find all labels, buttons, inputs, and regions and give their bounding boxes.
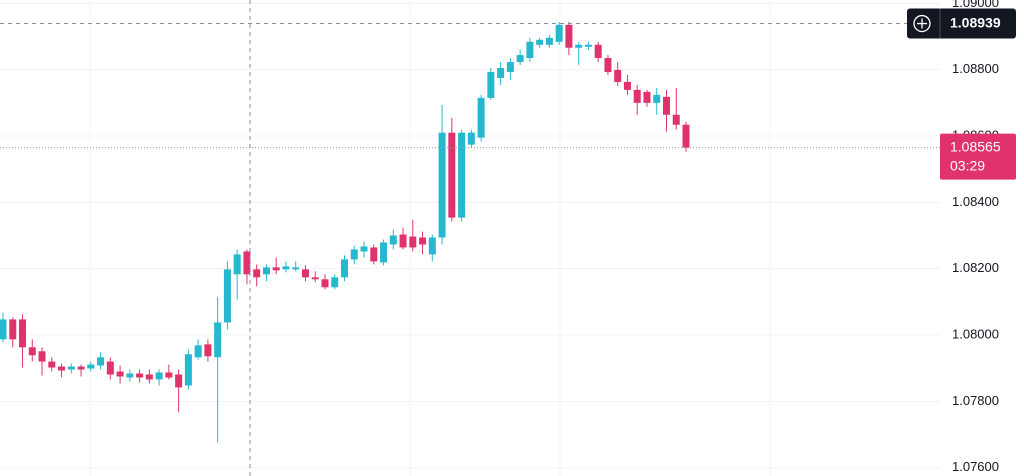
candles (0, 21, 690, 443)
candle-body (653, 94, 661, 103)
candle-body (370, 247, 378, 262)
candle-body (643, 91, 651, 103)
last-price-label: 1.08565 (950, 138, 1001, 154)
y-tick-label: 1.08200 (952, 260, 999, 275)
candle-body (516, 55, 524, 63)
candle-body (360, 246, 368, 252)
candle-body (204, 344, 212, 357)
candle-body (477, 97, 485, 138)
candle-body (116, 371, 124, 377)
candle-body (292, 267, 300, 270)
candle-body (682, 124, 690, 148)
candle-body (106, 361, 114, 375)
candle-body (48, 361, 56, 368)
candle-body (633, 89, 641, 103)
candle-body (38, 351, 46, 362)
candle-body (175, 374, 183, 388)
candle-body (594, 44, 602, 59)
time-grid (89, 0, 771, 476)
candle-body (604, 58, 612, 72)
y-tick-label: 1.07600 (952, 459, 999, 474)
y-tick-label: 1.07800 (952, 393, 999, 408)
candle-body (419, 237, 427, 245)
candle-body (350, 249, 358, 260)
candle-body (623, 81, 631, 90)
candle-body (565, 24, 573, 48)
candle-body (399, 234, 407, 248)
overlay: 1.08565 03:29 1.08939 (0, 8, 1016, 180)
candle-body (301, 269, 309, 278)
candle-body (184, 354, 192, 386)
candle-body (526, 41, 534, 59)
y-tick-label: 1.09000 (952, 0, 999, 10)
candle-body (341, 259, 348, 278)
candle-body (58, 366, 66, 371)
candle-body (389, 235, 397, 245)
candle-body (555, 24, 563, 42)
candle-body (67, 366, 75, 370)
candle-body (262, 267, 270, 275)
candle-body (282, 266, 290, 270)
candle-body (321, 279, 329, 288)
candle-body (380, 242, 388, 263)
candle-body (467, 132, 475, 145)
candle-body (672, 114, 680, 125)
candle-body (497, 68, 505, 78)
candle-body (233, 254, 241, 275)
candle-body (487, 71, 495, 98)
candle-body (311, 277, 319, 280)
candle-body (272, 267, 280, 271)
candle-body (409, 236, 417, 248)
candle-body (9, 319, 17, 340)
crosshair-price-label: 1.08939 (950, 14, 1001, 30)
candle-body (214, 322, 222, 358)
add-alert-icon (913, 14, 931, 33)
last-price-box (940, 133, 1016, 180)
candle-body (87, 364, 95, 369)
candle-body (536, 39, 544, 45)
candle-body (97, 357, 105, 366)
candle-body (448, 132, 456, 218)
candle-body (506, 62, 514, 72)
candle-body (77, 366, 85, 370)
candle-body (136, 373, 144, 378)
candle-body (126, 373, 134, 378)
y-tick-label: 1.08400 (952, 194, 999, 209)
candle-body (253, 269, 261, 278)
crosshair-price-box (907, 8, 1016, 39)
candle-body (165, 372, 173, 378)
candle-body (331, 277, 339, 288)
candle-body (19, 319, 27, 348)
countdown-label: 03:29 (950, 157, 985, 173)
candle-body (194, 345, 202, 358)
candle-body (145, 374, 153, 380)
candle-body (662, 96, 670, 115)
candle-body (0, 319, 7, 340)
candle-body (223, 269, 231, 323)
candle-body (458, 132, 466, 218)
candle-body (243, 251, 251, 275)
grid: 1.076001.078001.080001.082001.084001.086… (0, 0, 999, 474)
candle-body (155, 372, 163, 380)
candle-body (428, 237, 436, 255)
candle-body (584, 44, 592, 47)
y-tick-label: 1.08000 (952, 326, 999, 341)
y-tick-label: 1.08800 (952, 61, 999, 76)
add-alert-plus (917, 18, 927, 29)
candle-body (575, 44, 583, 48)
candle-body (614, 69, 622, 82)
candle-body (28, 347, 36, 356)
candle-body (438, 132, 446, 238)
candle-body (545, 37, 553, 45)
